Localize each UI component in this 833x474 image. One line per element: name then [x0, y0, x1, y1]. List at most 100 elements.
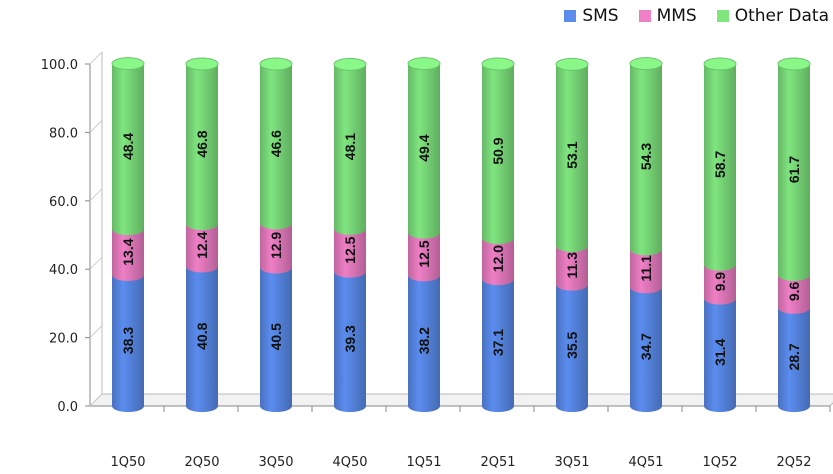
- bar-segment-edge: [630, 281, 662, 294]
- bar-segment-edge: [408, 400, 440, 412]
- bar-segment-other-data: [482, 64, 514, 239]
- bar-segment-other-data: [334, 64, 366, 229]
- bar-segment-other-data: [704, 64, 736, 265]
- bar-segment-sms: [112, 275, 144, 406]
- data-label: 37.1: [490, 329, 506, 356]
- bar-top-cap: [259, 57, 293, 71]
- bar-top-cap: [777, 57, 811, 71]
- bar-segment-sms: [334, 271, 366, 406]
- legend-item-mms: MMS: [638, 6, 697, 26]
- data-label: 9.6: [786, 281, 802, 301]
- legend-swatch-other-data: [716, 10, 729, 22]
- data-label: 54.3: [638, 143, 654, 170]
- data-label: 34.7: [638, 333, 654, 360]
- bar-top-cap: [111, 57, 145, 71]
- bar-segment-edge: [778, 269, 810, 282]
- data-label: 38.3: [120, 327, 136, 354]
- y-tick-depth: [89, 188, 103, 202]
- data-label: 12.9: [268, 232, 284, 259]
- x-tick-label: 3Q50: [258, 455, 293, 470]
- legend-item-sms: SMS: [564, 6, 619, 26]
- bar-segment-edge: [482, 232, 514, 245]
- data-label: 31.4: [712, 338, 728, 365]
- bar-top-cap: [555, 57, 589, 71]
- bar-segment-edge: [408, 226, 440, 239]
- data-label: 38.2: [416, 327, 432, 354]
- data-label: 12.5: [416, 240, 432, 267]
- y-tick-depth: [89, 120, 103, 133]
- data-label: 49.4: [416, 134, 432, 161]
- x-tick-label: 1Q51: [406, 455, 441, 470]
- data-label: 35.5: [564, 331, 580, 358]
- x-tick-label: 4Q50: [332, 455, 367, 470]
- bar-segment-edge: [408, 269, 440, 282]
- y-tick-depth: [89, 51, 103, 65]
- bar-segment-other-data: [556, 64, 588, 246]
- data-label: 39.3: [342, 325, 358, 352]
- bar-segment-mms: [482, 238, 514, 280]
- bar-segment-mms: [334, 228, 366, 272]
- bar-segment-mms: [186, 224, 218, 267]
- bar-segment-edge: [556, 239, 588, 252]
- x-tick-label: 2Q52: [776, 455, 811, 470]
- data-label: 11.1: [638, 255, 654, 282]
- x-tick-label: 1Q50: [110, 455, 145, 470]
- bar-segment-edge: [112, 223, 144, 236]
- bars: [111, 57, 811, 412]
- x-tick-label: 1Q52: [702, 455, 737, 470]
- x-tick-label: 2Q50: [184, 455, 219, 470]
- bar-segment-sms: [186, 266, 218, 406]
- bar-top-cap: [333, 57, 367, 71]
- y-tick-depth: [89, 325, 103, 338]
- data-label: 46.6: [268, 130, 284, 157]
- legend: SMS MMS Other Data: [564, 6, 829, 26]
- bar-segment-edge: [112, 400, 144, 412]
- bar-segment-edge: [704, 258, 736, 271]
- data-label: 12.0: [490, 245, 506, 272]
- x-tick-label: 3Q51: [554, 455, 589, 470]
- y-tick-label: 40.0: [49, 263, 78, 278]
- bar-segment-mms: [408, 232, 440, 276]
- bar-segment-sms: [778, 307, 810, 406]
- data-label: 50.9: [490, 137, 506, 164]
- bar-segment-edge: [704, 400, 736, 412]
- data-labels: 38.3 13.4 48.4 40.8 12.4 46.8 40.5 12.9 46.6 39.3…: [120, 130, 802, 371]
- data-label: 53.1: [564, 141, 580, 168]
- y-tick-depth: [89, 256, 103, 270]
- bar-segment-sms: [482, 279, 514, 406]
- bar-segment-sms: [260, 267, 292, 406]
- bar-top-cap: [703, 57, 737, 71]
- bar-segment-edge: [186, 218, 218, 231]
- y-tick-label: 20.0: [49, 332, 78, 347]
- bar-segment-mms: [556, 245, 588, 285]
- legend-label-mms: MMS: [656, 6, 697, 26]
- bar-segment-edge: [260, 261, 292, 274]
- bar-segment-edge: [334, 222, 366, 235]
- y-tick-label: 100.0: [41, 58, 78, 73]
- legend-swatch-sms: [564, 10, 577, 22]
- bar-top-cap: [407, 57, 441, 71]
- bar-segment-sms: [704, 298, 736, 406]
- data-label: 11.3: [564, 252, 580, 279]
- bar-segment-edge: [630, 243, 662, 256]
- data-label: 28.7: [786, 343, 802, 370]
- bar-segment-edge: [334, 265, 366, 278]
- y-tick-label: 0.0: [57, 400, 78, 415]
- bar-segment-mms: [630, 249, 662, 288]
- data-label: 40.8: [194, 322, 210, 349]
- legend-item-other-data: Other Data: [716, 6, 829, 26]
- bar-segment-edge: [482, 273, 514, 286]
- data-label: 46.8: [194, 130, 210, 157]
- bar-segment-other-data: [186, 64, 218, 225]
- x-tick-label: 4Q51: [628, 455, 663, 470]
- data-label: 13.4: [120, 238, 136, 265]
- bar-top-cap: [481, 57, 515, 71]
- data-label: 58.7: [712, 151, 728, 178]
- bar-segment-edge: [704, 292, 736, 305]
- bar-segment-edge: [112, 269, 144, 282]
- y-tick-label: 60.0: [49, 195, 78, 210]
- bar-segment-sms: [408, 275, 440, 406]
- bar-segment-edge: [260, 400, 292, 412]
- data-label: 12.5: [342, 236, 358, 263]
- bar-segment-other-data: [112, 63, 144, 230]
